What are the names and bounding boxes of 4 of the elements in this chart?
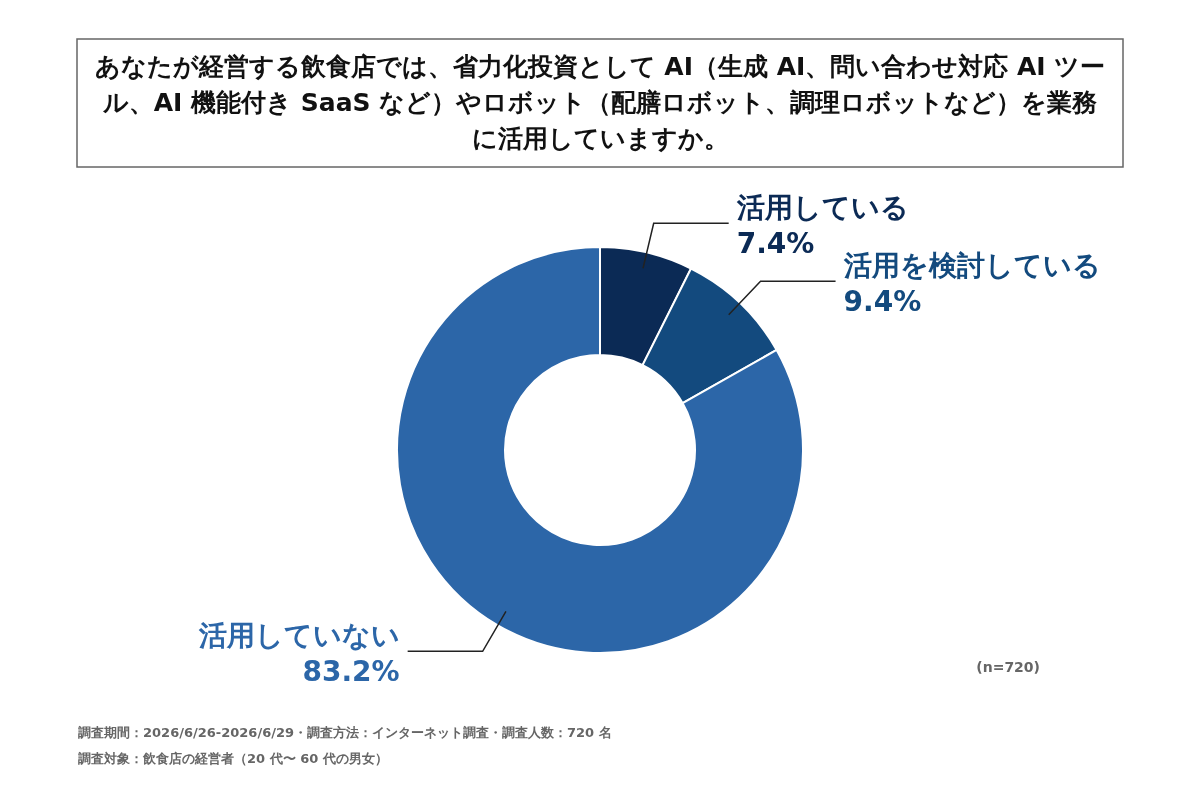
text: 調査対象：飲食店の経営者（20 代〜 60 代の男女）: [78, 751, 388, 766]
chart-title: あなたが経営する飲食店では、省力化投資として AI（生成 AI、問い合わせ対応 AI ツール、AI 機能付き SaaS など）やロボット（配膳ロボット、調理ロボットなど）を業務に活用していますか。: [93, 51, 1107, 155]
text: 調査期間：2026/6/26-2026/6/29・調査方法：インターネット調査・調査人数：720 名: [78, 725, 612, 740]
text: (n=720): [976, 659, 1040, 675]
